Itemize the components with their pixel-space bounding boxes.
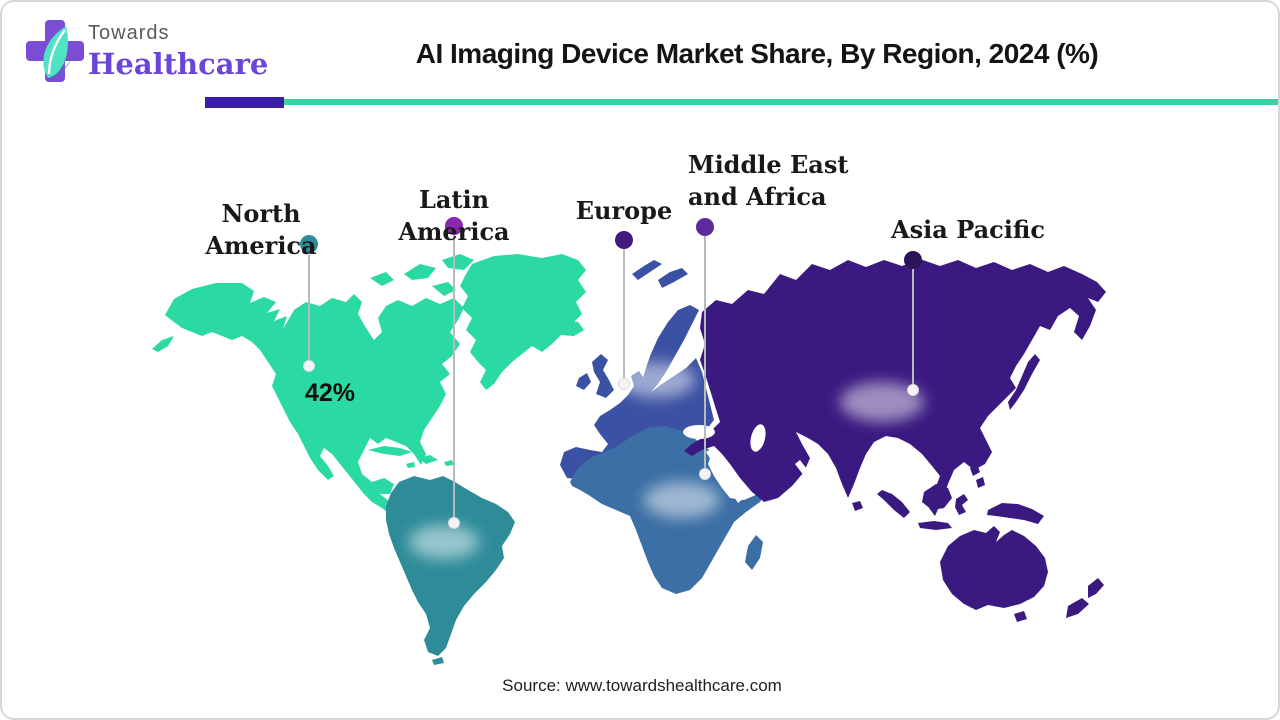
logo-wordmark: Towards Healthcare [88,22,269,81]
pin-line [308,246,310,366]
pin-dot [445,217,463,235]
region-glow-highlights [409,362,924,559]
leaf-icon [43,26,72,78]
label-europe: Europe [575,196,673,225]
label-middle-east-africa: Middle East and Africa [688,150,849,211]
pin-endpoint [907,384,919,396]
source-note: Source: www.towardshealthcare.com [502,676,782,695]
logo-towards-text: Towards [88,22,170,44]
towards-healthcare-logo: Towards Healthcare [24,14,268,92]
logo-healthcare-text: Healthcare [88,47,269,81]
pin-dot [696,218,714,236]
pin-dot [904,251,922,269]
pin-endpoint [618,378,630,390]
divider-accent-block [205,97,284,108]
cross-icon [26,20,84,82]
label-north-america: North America [205,199,317,260]
pin-line [912,266,914,390]
pin-endpoint [303,360,315,372]
pin-endpoint [699,468,711,480]
pin-line [453,232,455,523]
pin-line [623,246,625,384]
pin-line [704,232,706,474]
region-shape-latin-america [386,476,515,665]
region-shape-north-america [152,254,586,548]
chart-title: AI Imaging Device Market Share, By Regio… [415,38,1099,69]
pin-dot [615,231,633,249]
value-label-north-america: 42% [304,379,356,407]
label-asia-pacific: Asia Pacific [891,215,1045,244]
pin-dot [300,235,318,253]
pin-endpoint [448,517,460,529]
sea-overlays [683,424,816,503]
divider-line [284,99,1278,105]
region-shape-asia-pacific [684,259,1106,622]
label-latin-america: Latin America [398,185,510,246]
